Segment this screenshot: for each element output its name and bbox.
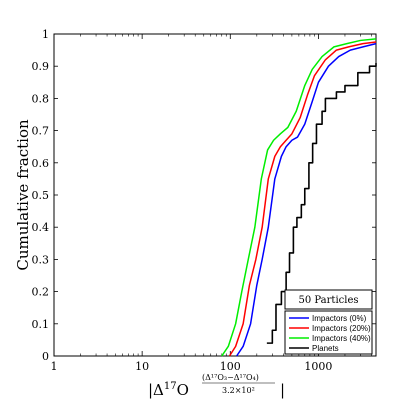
y-tick-label: 0.9 xyxy=(32,60,50,73)
series-line-3 xyxy=(266,62,377,344)
legend-label-1: Impactors (20%) xyxy=(312,324,371,333)
svg-text:|Δ17O: |Δ17O xyxy=(148,381,189,399)
x-axis-label-suffix: | xyxy=(280,381,285,399)
x-axis-label-prefix: |Δ xyxy=(148,381,164,399)
x-tick-label: 100 xyxy=(220,360,241,373)
y-tick-label: 0.5 xyxy=(32,189,50,202)
x-axis-label-denominator: 3.2×10² xyxy=(222,386,255,395)
axis-ticks: 0 0.1 0.2 0.3 0.4 0.5 0.6 0.7 0.8 0.9 1 1 10 100 1000 xyxy=(32,28,376,373)
x-axis-label-sup: 17 xyxy=(164,381,177,392)
y-tick-label: 0 xyxy=(42,350,49,363)
series-lines xyxy=(221,38,377,357)
y-tick-label: 0.2 xyxy=(32,286,50,299)
x-tick-label: 1 xyxy=(51,360,58,373)
y-tick-label: 0.1 xyxy=(32,318,50,331)
x-tick-label: 10 xyxy=(135,360,149,373)
y-axis-label: Cumulative fraction xyxy=(14,119,32,271)
y-tick-label: 0.6 xyxy=(32,157,50,170)
x-axis-label-numerator: (Δ¹⁷O₃−Δ¹⁷O₄) xyxy=(202,373,259,382)
series-line-0 xyxy=(235,42,377,357)
legend: Impactors (0%)Impactors (20%)Impactors (… xyxy=(284,310,373,355)
legend-title: 50 Particles xyxy=(299,295,359,306)
y-tick-label: 0.8 xyxy=(32,92,50,105)
series-line-2 xyxy=(221,38,377,357)
y-tick-label: 0.4 xyxy=(32,221,50,234)
legend-label-2: Impactors (40%) xyxy=(312,334,371,343)
legend-title-box: 50 Particles xyxy=(284,289,373,310)
legend-label-0: Impactors (0%) xyxy=(312,314,367,323)
legend-label-3: Planets xyxy=(312,344,339,353)
y-tick-label: 0.7 xyxy=(32,125,50,138)
x-axis-label-main: O xyxy=(177,381,189,399)
y-tick-label: 1 xyxy=(42,28,49,41)
x-tick-label: 1000 xyxy=(304,360,332,373)
series-line-1 xyxy=(228,41,377,357)
y-tick-label: 0.3 xyxy=(32,253,50,266)
x-axis-label: |Δ17O (Δ¹⁷O₃−Δ¹⁷O₄) 3.2×10² | xyxy=(148,373,285,399)
